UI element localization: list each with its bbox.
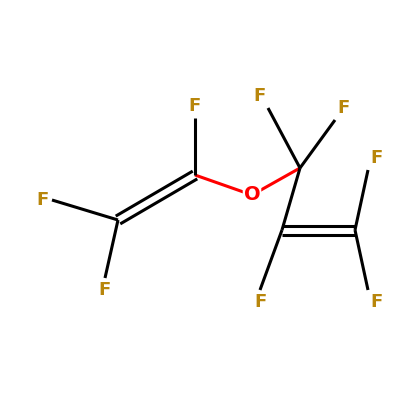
Text: F: F (254, 293, 266, 311)
Text: F: F (370, 293, 382, 311)
Text: O: O (244, 186, 260, 204)
Text: F: F (370, 149, 382, 167)
Text: F: F (337, 99, 349, 117)
Text: F: F (99, 281, 111, 299)
Text: F: F (254, 87, 266, 105)
Text: F: F (189, 97, 201, 115)
Text: F: F (37, 191, 49, 209)
